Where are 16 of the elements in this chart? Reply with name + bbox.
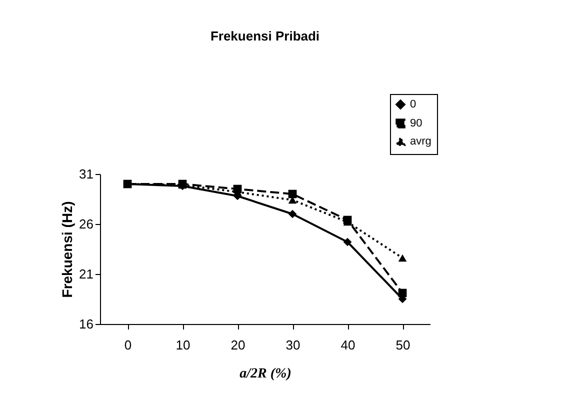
- x-tick-label: 30: [286, 338, 300, 352]
- x-tick-label: 10: [176, 338, 190, 352]
- x-tick-label: 0: [124, 338, 132, 352]
- y-tick-label: 26: [79, 216, 94, 232]
- y-axis-title: Frekuensi (Hz): [59, 201, 76, 298]
- legend-label: 90: [410, 118, 422, 130]
- x-axis-title: a/2R (%): [240, 366, 292, 382]
- x-tick-label: 50: [396, 338, 410, 352]
- y-tick-label: 21: [79, 266, 94, 282]
- y-tick-label: 31: [79, 166, 94, 182]
- x-tick-label: 20: [230, 338, 246, 352]
- x-tick-label: 40: [340, 338, 356, 352]
- chart-title: Frekuensi Pribadi: [210, 28, 320, 44]
- y-tick-label: 16: [79, 316, 94, 332]
- legend-label: avrg: [410, 136, 432, 148]
- legend-label: 0: [410, 98, 416, 110]
